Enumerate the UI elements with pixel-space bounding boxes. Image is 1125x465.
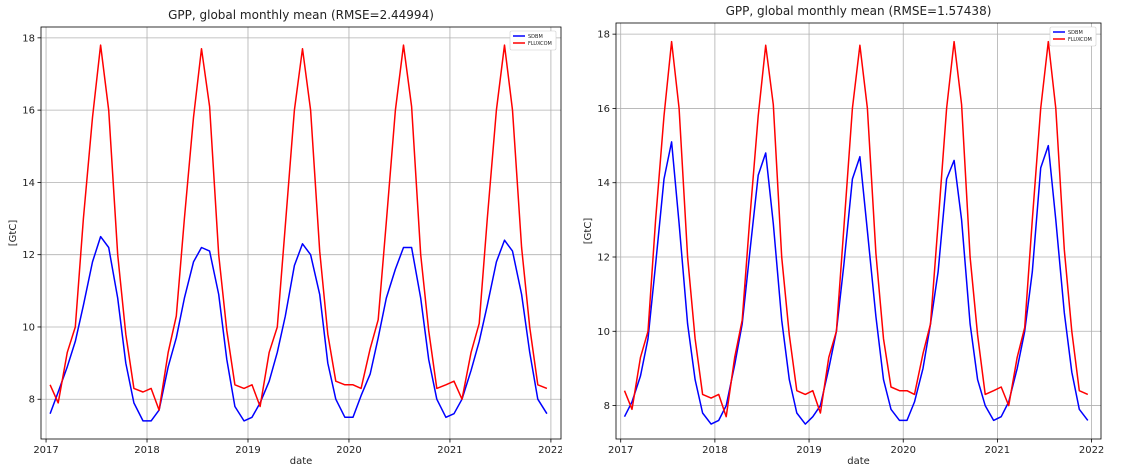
chart1-xtick-label-2017: 2017 — [33, 445, 58, 456]
chart1-ytick-label-16: 16 — [22, 106, 35, 117]
chart2-series-sdbm-line — [623, 141, 1089, 425]
chart2-title: GPP, global monthly mean (RMSE=1.57438) — [726, 4, 992, 18]
chart1-ytick-label-8: 8 — [29, 395, 35, 406]
chart2-series-fluxcom-line — [623, 40, 1089, 418]
chart1-ytick-label-10: 10 — [22, 322, 35, 333]
chart1-xtick-label-2021: 2021 — [437, 445, 462, 456]
chart2-xtick-label-2020: 2020 — [891, 445, 916, 456]
chart2-plot-frame — [615, 22, 1102, 440]
chart1-ylabel: [GtC] — [8, 220, 19, 247]
chart2-xtick-label-2022: 2022 — [1079, 445, 1104, 456]
chart2-ytick-label-18: 18 — [597, 30, 610, 41]
chart2-xtick-label-2021: 2021 — [985, 445, 1010, 456]
chart1-title: GPP, global monthly mean (RMSE=2.44994) — [168, 8, 434, 22]
chart1-xtick-label-2022: 2022 — [538, 445, 562, 456]
chart2-xtick-label-2018: 2018 — [702, 445, 727, 456]
chart1-legend-label-sdbm: SDBM — [528, 34, 543, 40]
chart2-legend-label-sdbm: SDBM — [1068, 30, 1083, 36]
chart2-xtick-label-2019: 2019 — [796, 445, 821, 456]
chart1-xtick-label-2018: 2018 — [134, 445, 159, 456]
chart1-xlabel: date — [290, 456, 313, 465]
chart1-plot-frame — [40, 26, 562, 440]
chart2-ytick-label-16: 16 — [597, 104, 610, 115]
chart2-ylabel: [GtC] — [583, 218, 594, 245]
chart1-xtick-label-2020: 2020 — [336, 445, 361, 456]
chart1-xtick-label-2019: 2019 — [235, 445, 260, 456]
chart1-legend-label-fluxcom: FLUXCOM — [528, 41, 552, 47]
chart-left: 2017 2018 2019 2020 2021 2022 8 10 12 14 16 18 GPP, … — [8, 8, 562, 465]
chart2-ytick-label-10: 10 — [597, 327, 610, 338]
chart2-ytick-label-14: 14 — [597, 178, 610, 189]
chart2-xlabel: date — [847, 456, 870, 465]
chart2-ytick-label-8: 8 — [604, 401, 610, 412]
chart1-ytick-label-14: 14 — [22, 178, 35, 189]
chart1-ytick-label-12: 12 — [22, 250, 35, 261]
chart2-legend-label-fluxcom: FLUXCOM — [1068, 37, 1092, 43]
chart1-series-fluxcom-line — [49, 44, 548, 411]
chart2-xtick-label-2017: 2017 — [608, 445, 633, 456]
chart1-ytick-label-18: 18 — [22, 33, 35, 44]
chart2-ytick-label-12: 12 — [597, 253, 610, 264]
chart-right: 2017 2018 2019 2020 2021 2022 8 10 12 14 16 18 GPP, … — [583, 4, 1104, 465]
